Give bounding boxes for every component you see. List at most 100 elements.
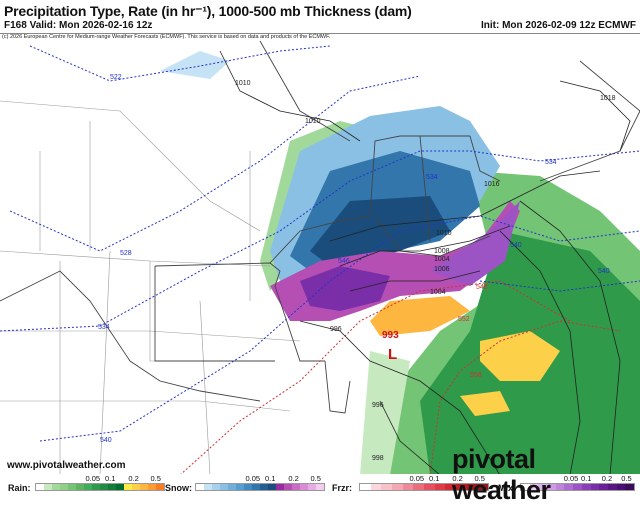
frzr-colorbar xyxy=(359,483,489,491)
thickness-label: 534 xyxy=(545,159,557,166)
isobar-label: 1006 xyxy=(434,266,450,273)
colorbar-swatch xyxy=(268,484,276,490)
colorbar-swatch xyxy=(156,484,164,490)
isobar-label: 1004 xyxy=(434,256,450,263)
isobar-label: 1016 xyxy=(484,181,500,188)
colorbar-swatch xyxy=(599,484,608,490)
colorbar-tick: 0.5 xyxy=(621,474,632,483)
mix-purple xyxy=(300,266,390,311)
colorbar-tick: 0.1 xyxy=(581,474,592,483)
colorbar-swatch xyxy=(308,484,316,490)
colorbar-swatch xyxy=(228,484,236,490)
isobars xyxy=(219,50,631,474)
colorbar-swatch xyxy=(300,484,308,490)
map-canvas: 522 528 534 534 540 540 546 534 540 552 … xyxy=(0,40,640,474)
colorbar-swatch xyxy=(236,484,244,490)
colorbar-swatch xyxy=(292,484,300,490)
colorbar-tick: 0.05 xyxy=(245,474,261,483)
init-time: Init: Mon 2026-02-09 12z ECMWF xyxy=(480,20,636,31)
website-url[interactable]: www.pivotalweather.com xyxy=(7,460,126,471)
snow-light-north xyxy=(160,51,230,79)
colorbar-swatch xyxy=(132,484,140,490)
colorbar-tick: 0.1 xyxy=(105,474,116,483)
state-borders xyxy=(0,40,640,414)
colorbar-swatch xyxy=(456,484,467,490)
colorbar-swatch xyxy=(538,484,548,490)
colorbar-tick: 0.5 xyxy=(310,474,321,483)
map-title: Precipitation Type, Rate (in hr⁻¹), 1000… xyxy=(4,3,412,19)
colorbar-swatch xyxy=(573,484,582,490)
colorbar-swatch xyxy=(68,484,76,490)
colorbar-swatch xyxy=(212,484,220,490)
copyright-notice: (c) 2026 European Centre for Medium-rang… xyxy=(2,34,331,40)
thickness-label: 540 xyxy=(510,242,522,249)
colorbar-swatch xyxy=(148,484,156,490)
snow-colorbar xyxy=(195,483,325,491)
isobar-label: 1010 xyxy=(235,80,251,87)
colorbar-swatch xyxy=(402,484,414,490)
colorbar-swatch xyxy=(252,484,260,490)
colorbar-swatch xyxy=(381,484,393,490)
colorbar-swatch xyxy=(529,484,539,490)
colorbar-swatch xyxy=(392,484,403,490)
thickness-label: 534 xyxy=(98,324,110,331)
legend-frzr: Frzr: 0.05 0.1 0.2 0.5 xyxy=(332,474,492,494)
colorbar-tick: 0.2 xyxy=(288,474,299,483)
rain-yellow-offshore xyxy=(480,331,560,381)
thickness-label: 540 xyxy=(100,437,112,444)
valid-time: F168 Valid: Mon 2026-02-16 12z xyxy=(4,20,153,31)
thickness-label: 534 xyxy=(426,174,438,181)
colorbar-swatch xyxy=(607,484,617,490)
legend-snow: Snow: 0.05 0.1 0.2 0.5 xyxy=(165,474,325,494)
colorbar-swatch xyxy=(76,484,84,490)
legend-label: Mix: xyxy=(498,483,516,493)
legend-label: Rain: xyxy=(8,483,31,493)
colorbar-swatch xyxy=(445,484,457,490)
isobar-label: 1008 xyxy=(434,248,450,255)
colorbar-swatch xyxy=(625,484,634,490)
thickness-label: 552 xyxy=(458,316,470,323)
colorbar-tick: 0.5 xyxy=(474,474,485,483)
colorbar-tick: 0.5 xyxy=(150,474,161,483)
low-pressure-value: 993 xyxy=(382,330,399,341)
colorbar-swatch xyxy=(284,484,292,490)
colorbar-swatch xyxy=(370,484,382,490)
thickness-label: 528 xyxy=(120,250,132,257)
weather-map: 522 528 534 534 540 540 546 534 540 552 … xyxy=(0,33,640,474)
colorbar-swatch xyxy=(564,484,574,490)
colorbar-tick: 0.1 xyxy=(429,474,440,483)
colorbar-swatch xyxy=(92,484,100,490)
legend-mix: Mix: 0.05 0.1 0.2 0.5 xyxy=(498,474,640,494)
pivotal-weather-logo: pivotal weather xyxy=(452,444,551,505)
contour-labels: 522 528 534 534 540 540 546 534 540 552 … xyxy=(98,74,616,462)
colorbar-swatch xyxy=(477,484,489,490)
snow-darker xyxy=(310,196,450,266)
colorbar-swatch xyxy=(413,484,425,490)
rain-colorbar xyxy=(35,483,165,491)
colorbar-swatch xyxy=(100,484,108,490)
colorbar-swatch xyxy=(116,484,124,490)
colorbar-tick: 0.05 xyxy=(409,474,425,483)
colorbar-swatch xyxy=(52,484,60,490)
thickness-label: 522 xyxy=(110,74,122,81)
isobar-label: 998 xyxy=(372,455,384,462)
mix-purple-coast xyxy=(430,201,520,286)
rain-light-strip xyxy=(360,351,410,474)
isobar-label: 996 xyxy=(330,326,342,333)
precip-fields xyxy=(160,51,640,474)
colorbar-swatch xyxy=(44,484,52,490)
mix-colorbar xyxy=(520,483,635,491)
colorbar-swatch xyxy=(466,484,478,490)
colorbar-swatch xyxy=(616,484,626,490)
colorbar-tick: 0.05 xyxy=(563,474,579,483)
thickness-label: 546 xyxy=(338,258,350,265)
rain-heavy-orange xyxy=(370,296,470,336)
thickness-label: 558 xyxy=(470,372,482,379)
isobar-label: 1004 xyxy=(430,289,446,296)
colorbar-swatch xyxy=(581,484,591,490)
rain-yellow-south xyxy=(460,391,510,416)
low-pressure-marker: L xyxy=(388,346,397,363)
colorbar-swatch xyxy=(260,484,268,490)
colorbar-swatch xyxy=(590,484,600,490)
colorbar-tick: 0.05 xyxy=(85,474,101,483)
